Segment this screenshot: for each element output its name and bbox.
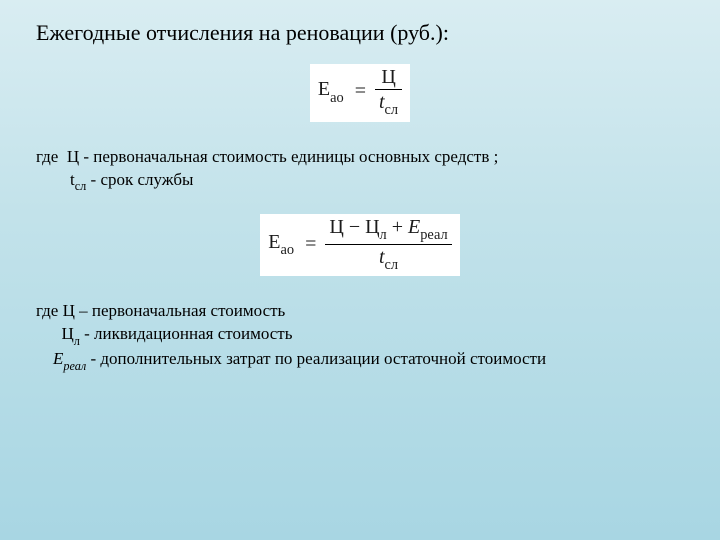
slide: Ежегодные отчисления на реновации (руб.)…	[0, 0, 720, 373]
formula-1-fraction: Ц tсл	[375, 66, 402, 118]
formula-2: Eао = Ц − Цл + Eреал tсл	[260, 214, 459, 277]
slide-title: Ежегодные отчисления на реновации (руб.)…	[36, 20, 684, 46]
formula-2-num-p2: +	[387, 216, 408, 238]
defs1-line2-rest: - срок службы	[86, 170, 193, 189]
formula-2-denominator: tсл	[325, 245, 451, 273]
defs1-line1: где Ц - первоначальная стоимость единицы…	[36, 146, 684, 169]
defs2-l3-sub: реал	[63, 359, 86, 373]
defs2-line1: где Ц – первоначальная стоимость	[36, 300, 684, 323]
formula-1-den-sub: сл	[385, 102, 399, 118]
defs2-line2: Цл - ликвидационная стоимость	[36, 323, 684, 348]
defs2-l3-rest: - дополнительных затрат по реализации ос…	[86, 349, 546, 368]
formula-2-block: Eао = Ц − Цл + Eреал tсл	[36, 214, 684, 277]
formula-1: Eао = Ц tсл	[310, 64, 410, 122]
formula-2-lhs-base: E	[268, 231, 280, 253]
defs2-l2-sub: л	[74, 334, 80, 348]
formula-2-fraction: Ц − Цл + Eреал tсл	[325, 216, 451, 273]
formula-2-num-p3: E	[408, 216, 420, 238]
formula-2-num-sub2: реал	[420, 227, 447, 243]
formula-2-num-sub1: л	[380, 227, 387, 243]
defs2-l3-indent	[36, 349, 53, 368]
defs2-l3-base: E	[53, 349, 63, 368]
equals-sign: =	[351, 80, 370, 102]
defs2-l2-indent: Ц	[36, 324, 74, 343]
formula-2-lhs: Eао	[268, 231, 296, 253]
formula-1-lhs: Eао	[318, 78, 346, 100]
defs1-line2: tсл - срок службы	[36, 169, 684, 194]
formula-2-lhs-sub: ао	[281, 242, 295, 258]
defs2-line3: Eреал - дополнительных затрат по реализа…	[36, 348, 684, 373]
formula-1-denominator: tсл	[375, 90, 402, 118]
defs2-l2-rest: - ликвидационная стоимость	[80, 324, 293, 343]
defs1-line2-sub: сл	[75, 179, 87, 193]
formula-2-den-base: t	[379, 246, 385, 268]
formula-1-lhs-base: E	[318, 78, 330, 100]
equals-sign-2: =	[301, 233, 320, 255]
formula-1-lhs-sub: ао	[330, 90, 344, 106]
definitions-2: где Ц – первоначальная стоимость Цл - ли…	[36, 300, 684, 373]
defs1-line2-indent	[36, 170, 70, 189]
formula-1-numerator: Ц	[375, 66, 402, 90]
formula-2-num-p1: Ц − Ц	[329, 216, 379, 238]
formula-2-numerator: Ц − Цл + Eреал	[325, 216, 451, 245]
definitions-1: где Ц - первоначальная стоимость единицы…	[36, 146, 684, 194]
formula-1-block: Eао = Ц tсл	[36, 64, 684, 122]
formula-1-den-base: t	[379, 91, 385, 113]
formula-2-den-sub: сл	[385, 257, 399, 273]
